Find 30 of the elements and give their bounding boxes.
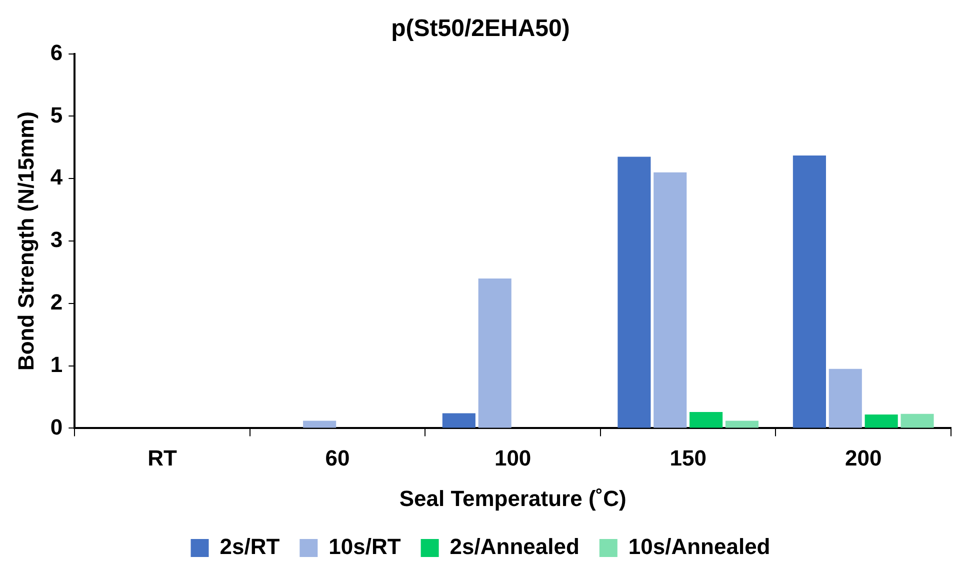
bar bbox=[478, 278, 512, 428]
y-tick-label: 6 bbox=[50, 40, 63, 65]
y-tick-label: 1 bbox=[50, 352, 63, 377]
x-tick-label: 150 bbox=[670, 445, 706, 470]
x-tick-label: 200 bbox=[845, 445, 882, 470]
chart-title: p(St50/2EHA50) bbox=[391, 15, 570, 42]
y-tick-label: 2 bbox=[50, 289, 63, 314]
bar bbox=[303, 420, 336, 428]
x-axis-title: Seal Temperature (˚C) bbox=[399, 486, 626, 511]
x-tick-label: RT bbox=[148, 445, 178, 470]
bar bbox=[900, 414, 934, 428]
bar bbox=[828, 368, 862, 428]
y-tick-label: 5 bbox=[50, 102, 63, 128]
bar bbox=[792, 156, 826, 428]
legend-label: 10s/RT bbox=[328, 534, 402, 560]
x-tick-label: 60 bbox=[325, 445, 350, 470]
legend-label: 2s/RT bbox=[220, 534, 280, 560]
legend-label: 2s/Annealed bbox=[450, 534, 580, 560]
y-tick-label: 0 bbox=[50, 414, 63, 440]
bar bbox=[442, 413, 476, 428]
bar bbox=[654, 172, 687, 428]
x-tick-label: 100 bbox=[494, 445, 532, 470]
y-tick-label: 4 bbox=[50, 164, 64, 190]
bar bbox=[725, 420, 759, 428]
bar bbox=[618, 156, 651, 428]
y-tick-label: 3 bbox=[50, 227, 63, 252]
bar bbox=[690, 412, 723, 428]
y-axis-title: Bond Strength (N/15mm) bbox=[13, 111, 38, 371]
bar bbox=[864, 414, 898, 428]
legend-label: 10s/Annealed bbox=[628, 534, 770, 560]
